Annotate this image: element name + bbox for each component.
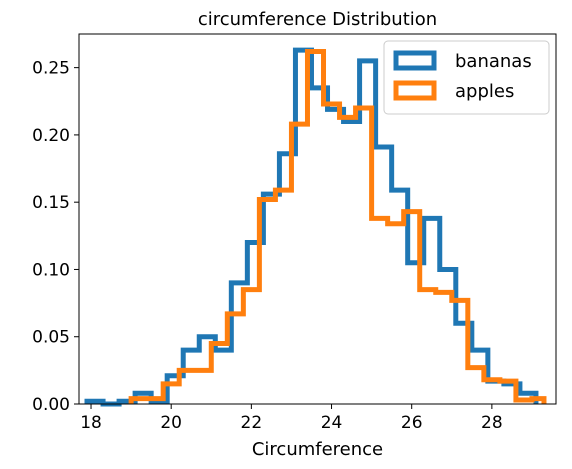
- legend-label-bananas: bananas: [455, 51, 532, 72]
- y-tick-label: 0.00: [32, 395, 70, 415]
- series-apples-outline: [128, 48, 547, 404]
- y-tick-label: 0.25: [32, 59, 70, 79]
- x-tick-label: 20: [160, 413, 182, 433]
- legend-swatch-bananas: [393, 50, 437, 71]
- x-tick-label: 26: [401, 413, 423, 433]
- y-tick-label: 0.20: [32, 126, 70, 146]
- x-axis: 18 20 22 24 26 28: [80, 404, 503, 433]
- y-tick-label: 0.05: [32, 328, 70, 348]
- series-layer: [84, 47, 547, 407]
- legend: bananas apples: [383, 40, 550, 115]
- x-tick-label: 24: [321, 413, 343, 433]
- legend-label-apples: apples: [455, 81, 514, 102]
- x-axis-label: Circumference: [252, 439, 383, 460]
- y-axis: 0.00 0.05 0.10 0.15 0.20 0.25: [32, 59, 79, 415]
- legend-swatch-apples: [393, 80, 437, 101]
- series-bananas-outline: [84, 47, 539, 407]
- chart-title: circumference Distribution: [198, 9, 437, 30]
- y-tick-label: 0.15: [32, 193, 70, 213]
- y-tick-label: 0.10: [32, 260, 70, 280]
- x-tick-label: 22: [241, 413, 263, 433]
- x-tick-label: 28: [481, 413, 503, 433]
- x-tick-label: 18: [80, 413, 102, 433]
- plot-frame: [78, 33, 557, 405]
